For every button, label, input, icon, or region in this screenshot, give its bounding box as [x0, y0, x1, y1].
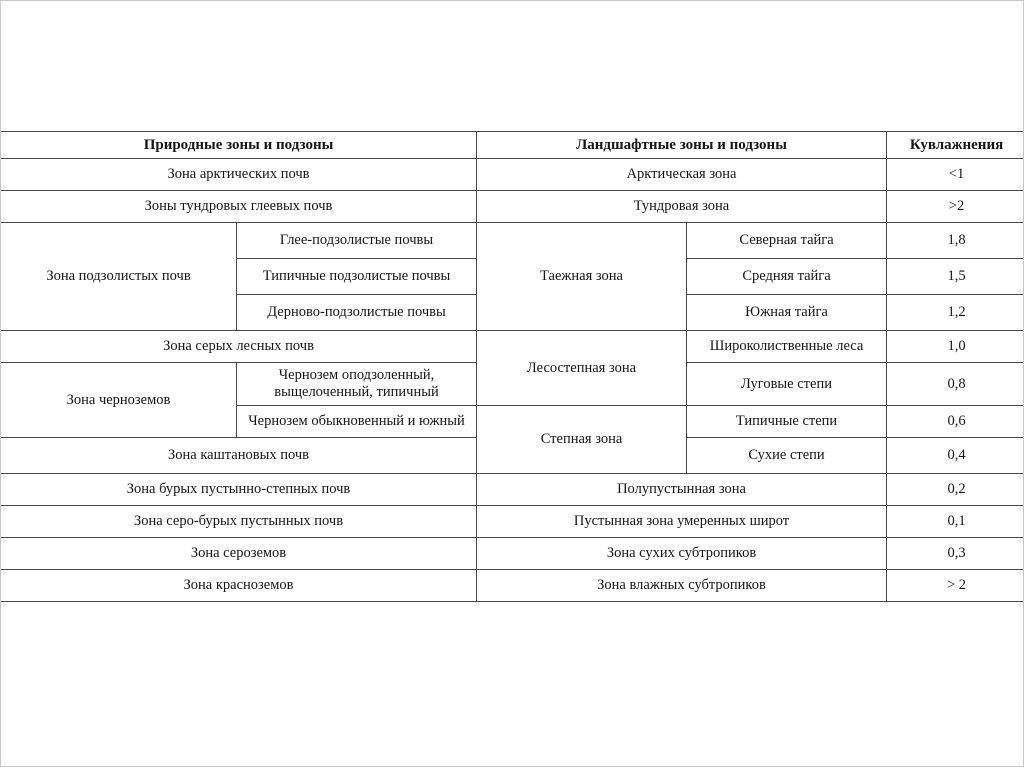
natural-zone-cell: Зона серых лесных почв	[1, 330, 477, 363]
natural-zone-cell: Зона бурых пустынно-степных почв	[1, 473, 477, 506]
landscape-zone-group-cell: Лесостепная зона	[476, 330, 687, 406]
moisture-value-cell: >2	[886, 190, 1023, 223]
natural-subzone-cell: Типичные подзолистые почвы	[236, 258, 477, 295]
table-row-serozem: Зона сероземов Зона сухих субтропиков 0,…	[1, 537, 1023, 570]
moisture-value-cell: > 2	[886, 569, 1023, 602]
soil-zones-table: Природные зоны и подзоны Ландшафтные зон…	[1, 131, 1023, 602]
moisture-value-cell: 1,8	[886, 222, 1023, 259]
natural-zone-group-cell: Зона подзолистых почв	[1, 222, 237, 331]
landscape-subzone-cell: Сухие степи	[685, 437, 888, 474]
natural-zone-cell: Зона красноземов	[1, 569, 477, 602]
table-row-gray-forest: Зона серых лесных почв Лесостепная зона …	[1, 330, 1023, 406]
natural-zone-cell: Зона сероземов	[1, 537, 477, 570]
landscape-subzone-cell: Типичные степи	[685, 405, 888, 438]
natural-subzone-cell: Дерново-подзолистые почвы	[236, 294, 477, 331]
natural-subzone-cell: Глее-подзолистые почвы	[236, 222, 477, 259]
landscape-zone-group-cell: Степная зона	[476, 405, 687, 474]
table-header-row: Природные зоны и подзоны Ландшафтные зон…	[1, 131, 1023, 159]
header-landscape-zones: Ландшафтные зоны и подзоны	[475, 131, 888, 159]
table-row-podzolic-north: Зона подзолистых почв Глее-подзолистые п…	[1, 222, 1023, 331]
natural-zone-cell: Зона серо-бурых пустынных почв	[1, 505, 477, 538]
moisture-value-cell: 0,3	[886, 537, 1023, 570]
landscape-zone-cell: Зона влажных субтропиков	[475, 569, 888, 602]
table-row-arctic: Зона арктических почв Арктическая зона <…	[1, 158, 1023, 191]
natural-zone-cell: Зона арктических почв	[1, 158, 477, 191]
header-natural-zones: Природные зоны и подзоны	[1, 131, 477, 159]
landscape-subzone-cell: Южная тайга	[685, 294, 888, 331]
moisture-value-cell: 0,4	[886, 437, 1023, 474]
landscape-subzone-cell: Широколиственные леса	[685, 330, 888, 363]
landscape-zone-cell: Арктическая зона	[475, 158, 888, 191]
landscape-zone-cell: Зона сухих субтропиков	[475, 537, 888, 570]
natural-zone-cell: Зона каштановых почв	[1, 437, 477, 474]
moisture-value-cell: 1,0	[886, 330, 1023, 363]
header-moisture-coefficient: Кувлажнения	[886, 131, 1023, 159]
landscape-subzone-cell: Северная тайга	[685, 222, 888, 259]
moisture-value-cell: <1	[886, 158, 1023, 191]
table-row-chestnut: Зона каштановых почв Сухие степи 0,4	[1, 437, 1023, 474]
moisture-value-cell: 0,8	[886, 362, 1023, 406]
table-row-tundra: Зоны тундровых глеевых почв Тундровая зо…	[1, 190, 1023, 223]
landscape-zone-group-cell: Таежная зона	[476, 222, 687, 331]
landscape-zone-cell: Полупустынная зона	[475, 473, 888, 506]
table-row-semidesert: Зона бурых пустынно-степных почв Полупус…	[1, 473, 1023, 506]
landscape-subzone-cell: Луговые степи	[685, 362, 888, 406]
landscape-subzone-cell: Средняя тайга	[685, 258, 888, 295]
landscape-zone-cell: Тундровая зона	[475, 190, 888, 223]
landscape-zone-cell: Пустынная зона умеренных широт	[475, 505, 888, 538]
table-row-chernozem-ordinary: Чернозем обыкновенный и южный Степная зо…	[1, 405, 1023, 474]
natural-subzone-cell: Чернозем обыкновенный и южный	[236, 405, 477, 438]
moisture-value-cell: 1,2	[886, 294, 1023, 331]
table-row-desert: Зона серо-бурых пустынных почв Пустынная…	[1, 505, 1023, 538]
moisture-value-cell: 1,5	[886, 258, 1023, 295]
natural-zone-cell: Зоны тундровых глеевых почв	[1, 190, 477, 223]
moisture-value-cell: 0,1	[886, 505, 1023, 538]
table-row-chernozem-podzolized: Зона черноземов Чернозем оподзоленный, в…	[1, 362, 1023, 438]
moisture-value-cell: 0,6	[886, 405, 1023, 438]
table-row-krasnozem: Зона красноземов Зона влажных субтропико…	[1, 569, 1023, 602]
moisture-value-cell: 0,2	[886, 473, 1023, 506]
natural-subzone-cell: Чернозем оподзоленный, выщелоченный, тип…	[236, 362, 477, 406]
natural-zone-group-cell: Зона черноземов	[1, 362, 237, 438]
